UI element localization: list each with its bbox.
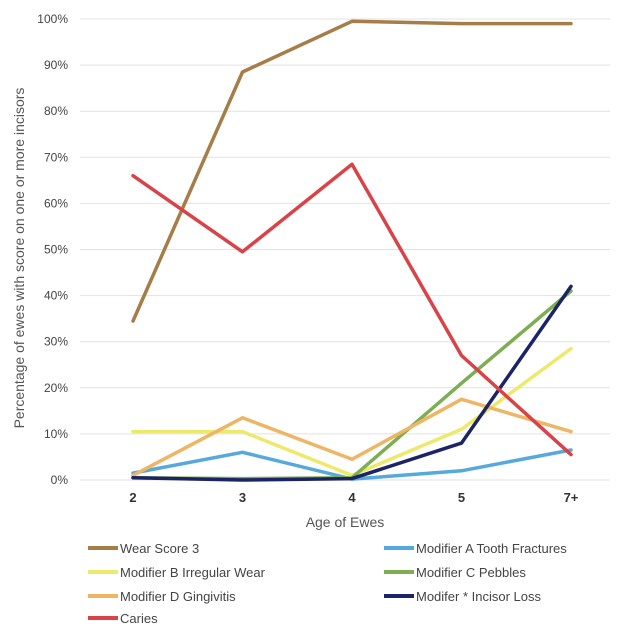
series-lines	[131, 19, 573, 482]
series-line	[131, 289, 573, 481]
y-tick-label: 40%	[44, 289, 68, 303]
x-tick-label: 4	[348, 490, 356, 505]
legend-label: Modifier A Tooth Fractures	[416, 541, 567, 556]
x-axis-title: Age of Ewes	[306, 514, 385, 530]
y-tick-label: 50%	[44, 243, 68, 257]
y-tick-label: 70%	[44, 150, 68, 164]
x-axis-ticks: 2 3 4 5 7+	[129, 490, 578, 505]
legend-label: Caries	[120, 611, 158, 626]
series-line	[131, 284, 573, 482]
legend-label: Modifer * Incisor Loss	[416, 589, 541, 604]
x-tick-label: 3	[239, 490, 246, 505]
y-axis-title: Percentage of ewes with score on one or …	[11, 88, 27, 429]
x-tick-label: 2	[129, 490, 136, 505]
legend-label: Modifier D Gingivitis	[120, 589, 236, 604]
gridlines	[80, 18, 610, 481]
series-line	[131, 162, 573, 457]
legend-label: Modifier C Pebbles	[416, 565, 526, 580]
series-line	[131, 19, 573, 323]
series-line	[131, 397, 573, 478]
y-tick-label: 80%	[44, 104, 68, 118]
y-tick-label: 100%	[37, 12, 68, 26]
y-tick-label: 30%	[44, 335, 68, 349]
legend-label: Modifier B Irregular Wear	[120, 565, 266, 580]
y-axis-ticks: 0% 10% 20% 30% 40% 50% 60% 70% 80% 90% 100%	[37, 12, 68, 487]
x-tick-label: 5	[458, 490, 465, 505]
y-tick-label: 0%	[51, 473, 69, 487]
legend: Wear Score 3 Modifier A Tooth Fractures Mo…	[88, 541, 567, 626]
legend-label: Wear Score 3	[120, 541, 199, 556]
y-tick-label: 60%	[44, 196, 68, 210]
x-tick-label: 7+	[564, 490, 579, 505]
y-tick-label: 10%	[44, 427, 68, 441]
y-tick-label: 90%	[44, 58, 68, 72]
y-tick-label: 20%	[44, 381, 68, 395]
